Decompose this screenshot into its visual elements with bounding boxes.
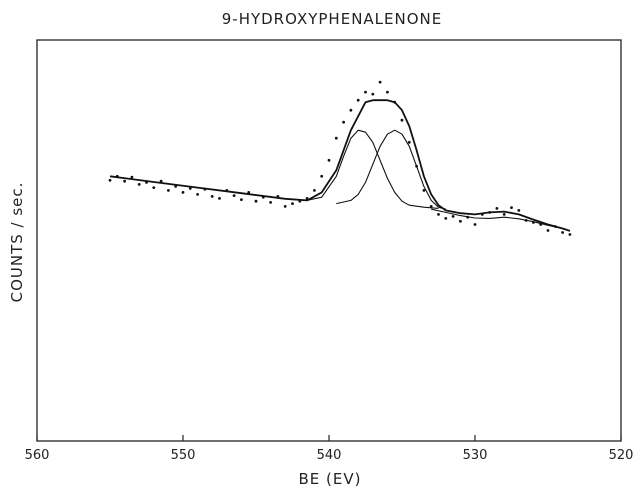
data-point (130, 175, 134, 179)
x-tick-label: 560 (25, 448, 50, 463)
data-point (568, 233, 572, 236)
data-point (218, 197, 221, 200)
data-point (495, 207, 499, 210)
data-point (400, 118, 404, 122)
data-point (291, 202, 294, 206)
data-point (502, 213, 506, 216)
data-point (349, 108, 353, 112)
data-point (159, 179, 163, 183)
data-point (232, 194, 236, 198)
data-point (378, 80, 382, 84)
data-point (356, 98, 360, 102)
data-point (561, 231, 564, 234)
data-point (196, 193, 200, 196)
data-point (181, 191, 185, 194)
data-point (473, 223, 477, 226)
data-point (167, 189, 170, 192)
data-point (386, 90, 389, 94)
x-tick-label: 530 (463, 448, 488, 463)
data-point (510, 206, 513, 210)
data-point (320, 174, 324, 178)
y-axis-label: COUNTS / sec. (8, 182, 26, 303)
data-point (364, 90, 367, 94)
data-point (240, 198, 243, 202)
data-point (327, 158, 331, 162)
data-point (247, 191, 251, 194)
data-point (254, 199, 258, 203)
data-point (429, 205, 433, 208)
chart-title: 9-HYDROXYPHENALENONE (222, 10, 443, 28)
data-point (422, 189, 426, 192)
data-point (342, 120, 345, 124)
data-point (517, 209, 521, 212)
data-point (437, 213, 440, 216)
x-tick-label: 520 (609, 448, 634, 463)
data-point (407, 140, 411, 144)
data-point (108, 178, 112, 182)
component-peak-1-line (292, 129, 439, 209)
data-point (459, 219, 462, 223)
data-point (188, 187, 192, 190)
data-point (283, 205, 287, 208)
data-point (152, 186, 156, 190)
data-point (210, 195, 214, 198)
data-point (546, 229, 550, 232)
data-point (371, 92, 375, 96)
component-peak-2-line (336, 129, 446, 210)
data-point (269, 201, 272, 204)
data-point (313, 189, 316, 192)
data-series (108, 80, 572, 236)
data-point (451, 215, 455, 218)
component-peak-3-line (431, 208, 571, 232)
x-axis: 560 550 540 530 520 (25, 435, 634, 463)
data-point (334, 136, 338, 140)
x-tick-label: 540 (317, 448, 342, 463)
data-point (137, 183, 141, 186)
data-point (123, 179, 126, 183)
data-point (444, 217, 448, 220)
x-tick-label: 550 (171, 448, 196, 463)
x-axis-label: BE (EV) (299, 470, 362, 488)
plot-frame (36, 39, 622, 442)
